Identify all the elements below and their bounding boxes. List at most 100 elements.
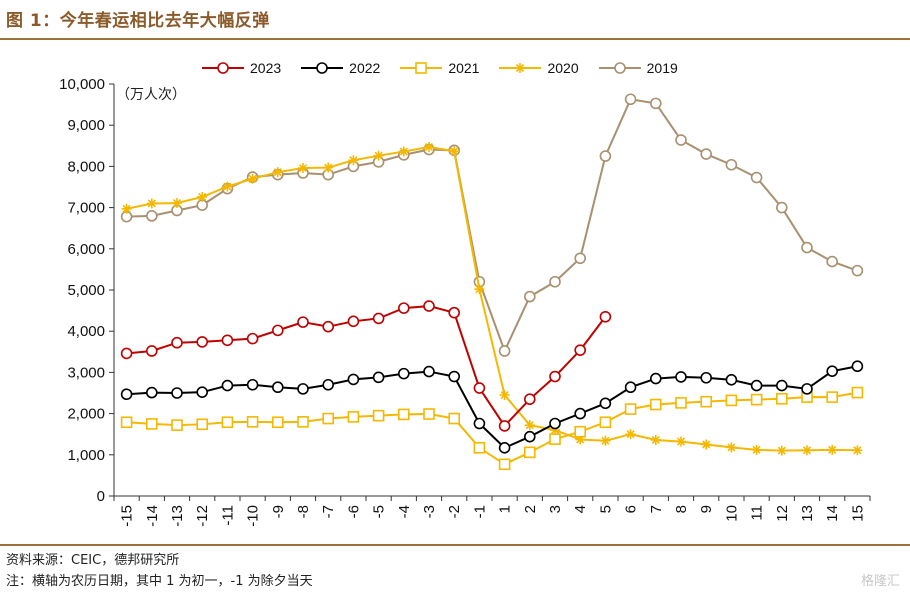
figure-title: 图 1：今年春运相比去年大幅反弹	[6, 11, 270, 31]
data-point-2019	[498, 345, 511, 357]
data-point-2022	[297, 383, 309, 395]
legend-label: 2023	[250, 60, 282, 76]
data-point-2023	[372, 312, 385, 325]
data-point-2023	[347, 315, 360, 328]
series-2022	[120, 360, 864, 454]
data-point-2022	[523, 430, 536, 443]
data-point-2023	[599, 310, 612, 323]
data-point-2019	[675, 134, 687, 146]
data-point-2022	[775, 379, 788, 392]
data-point-2022	[549, 417, 561, 430]
data-point-2022	[171, 387, 183, 399]
data-point-2022	[801, 383, 813, 395]
x-tick-label: 8	[673, 505, 690, 513]
legend-swatch	[202, 62, 244, 74]
data-point-2022	[196, 386, 208, 398]
data-point-2019	[700, 148, 713, 160]
source-text: 资料来源：CEIC，德邦研究所	[6, 553, 180, 568]
legend-item-2023: 2023	[200, 60, 281, 76]
data-point-2022	[246, 378, 259, 391]
data-point-2023	[221, 334, 234, 347]
data-point-2019	[624, 93, 637, 106]
data-point-2021	[725, 394, 738, 407]
x-tick-label: -11	[219, 505, 236, 526]
data-point-2021	[448, 412, 461, 425]
data-point-2020	[776, 445, 787, 456]
data-point-2020	[625, 429, 636, 440]
y-tick-label: 0	[97, 488, 105, 505]
data-point-2022	[675, 371, 687, 383]
unit-label: （万人次）	[116, 87, 186, 103]
data-point-2022	[397, 367, 410, 380]
data-point-2022	[473, 417, 486, 430]
data-point-2021	[549, 433, 561, 445]
data-point-2021	[196, 418, 208, 431]
x-tick-label: -1	[471, 505, 488, 518]
data-point-2022	[725, 374, 738, 386]
data-point-2021	[775, 392, 788, 405]
data-point-2022	[498, 441, 511, 454]
data-point-2021	[675, 397, 687, 409]
data-point-2020	[373, 150, 384, 161]
y-tick-label: 5,000	[67, 282, 105, 299]
x-tick-label: 6	[623, 505, 640, 513]
data-point-2023	[196, 336, 208, 348]
y-tick-label: 1,000	[67, 447, 105, 464]
data-point-2023	[498, 420, 511, 432]
data-point-2019	[725, 158, 738, 171]
data-point-2021	[322, 412, 335, 425]
data-point-2022	[624, 381, 637, 394]
x-tick-label: 2	[522, 505, 539, 513]
data-point-2022	[423, 365, 435, 378]
x-tick-label: 13	[799, 505, 816, 522]
data-point-2020	[852, 445, 863, 456]
data-point-2020	[247, 173, 258, 184]
legend-label: 2021	[448, 60, 480, 76]
legend-label: 2019	[646, 60, 678, 76]
x-tick-label: 11	[749, 505, 766, 521]
data-point-2023	[549, 370, 561, 383]
data-point-2021	[649, 398, 662, 411]
y-tick-label: 10,000	[59, 76, 105, 93]
data-point-2019	[574, 252, 587, 265]
x-tick-label: 4	[572, 505, 589, 513]
data-point-2021	[523, 446, 536, 459]
data-point-2022	[372, 371, 385, 384]
legend-item-2019: 2019	[597, 60, 678, 76]
data-point-2020	[726, 442, 737, 453]
y-tick-label: 4,000	[67, 323, 105, 340]
series-line-2023	[126, 305, 607, 428]
data-point-2022	[649, 372, 662, 385]
legend-marker	[316, 62, 328, 74]
watermark: 格隆汇	[860, 574, 900, 589]
x-tick-label: -3	[421, 505, 438, 518]
data-point-2023	[146, 345, 158, 357]
data-point-2023	[448, 306, 461, 319]
data-point-2020	[701, 439, 712, 450]
legend-label: 2020	[547, 60, 579, 76]
data-point-2021	[574, 425, 587, 438]
data-point-2021	[146, 418, 158, 430]
x-tick-label: 10	[723, 505, 740, 522]
data-point-2023	[473, 382, 486, 394]
data-point-2019	[851, 264, 864, 277]
data-point-2020	[802, 445, 812, 456]
y-tick-label: 8,000	[67, 158, 105, 175]
data-point-2019	[523, 290, 536, 303]
x-tick-label: -14	[144, 505, 161, 527]
data-point-2020	[272, 167, 283, 178]
data-point-2021	[624, 403, 637, 415]
data-point-2020	[172, 198, 182, 209]
data-point-2022	[448, 370, 461, 383]
data-point-2023	[297, 316, 309, 328]
x-tick-label: 15	[849, 505, 866, 522]
data-point-2021	[246, 416, 259, 428]
x-tick-label: 12	[774, 505, 791, 522]
x-tick-label: 9	[698, 505, 715, 513]
data-point-2019	[750, 171, 763, 184]
data-point-2022	[322, 378, 335, 391]
data-point-2021	[750, 393, 763, 406]
data-point-2020	[650, 434, 661, 445]
data-point-2022	[826, 365, 839, 377]
series-2019	[120, 93, 864, 357]
